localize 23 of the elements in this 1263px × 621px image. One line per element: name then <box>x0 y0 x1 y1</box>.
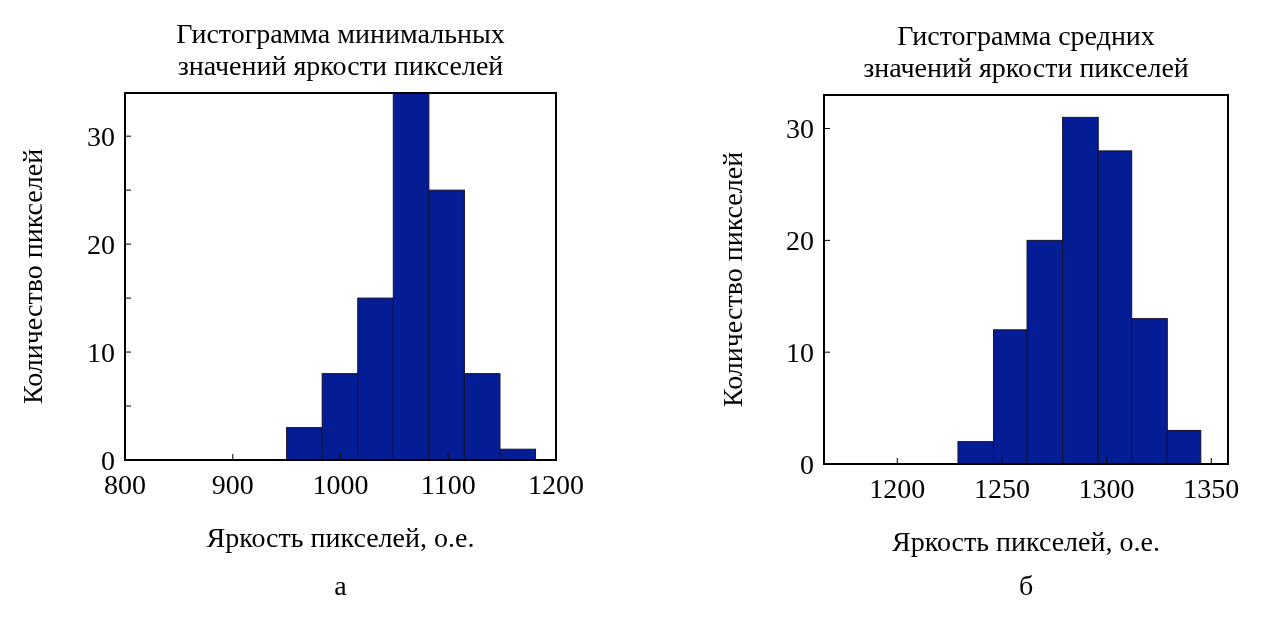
y-tick-label: 10 <box>786 336 814 368</box>
x-tick-label: 1200 <box>869 473 926 504</box>
chart-title: Гистограмма средних значений яркости пикселей <box>863 20 1189 83</box>
x-tick-label: 1100 <box>420 469 476 500</box>
x-tick-label: 900 <box>211 469 254 500</box>
chart-title: Гистограмма минимальных значений яркости пикселей <box>176 18 505 81</box>
x-tick-label: 1250 <box>973 473 1030 504</box>
y-tick-label: 20 <box>786 225 814 257</box>
y-axis-title: Количество пикселей <box>717 151 748 408</box>
y-tick-label: 10 <box>87 336 115 368</box>
y-tick-label: 30 <box>786 113 814 145</box>
x-tick-label: 1000 <box>312 469 369 500</box>
y-tick-label: 0 <box>800 448 814 480</box>
y-axis-title: Количество пикселей <box>17 148 48 405</box>
text: а <box>334 570 348 601</box>
y-tick-label: 20 <box>87 228 115 260</box>
x-tick-label: 1350 <box>1183 473 1240 504</box>
x-tick-label: 1200 <box>528 469 584 500</box>
text: б <box>1018 570 1034 601</box>
x-axis-title: Яркость пикселей, о.е. <box>892 526 1160 557</box>
x-axis-title: Яркость пикселей, о.е. <box>206 522 475 553</box>
y-tick-label: 30 <box>87 120 115 152</box>
x-tick-label: 1300 <box>1078 473 1135 504</box>
